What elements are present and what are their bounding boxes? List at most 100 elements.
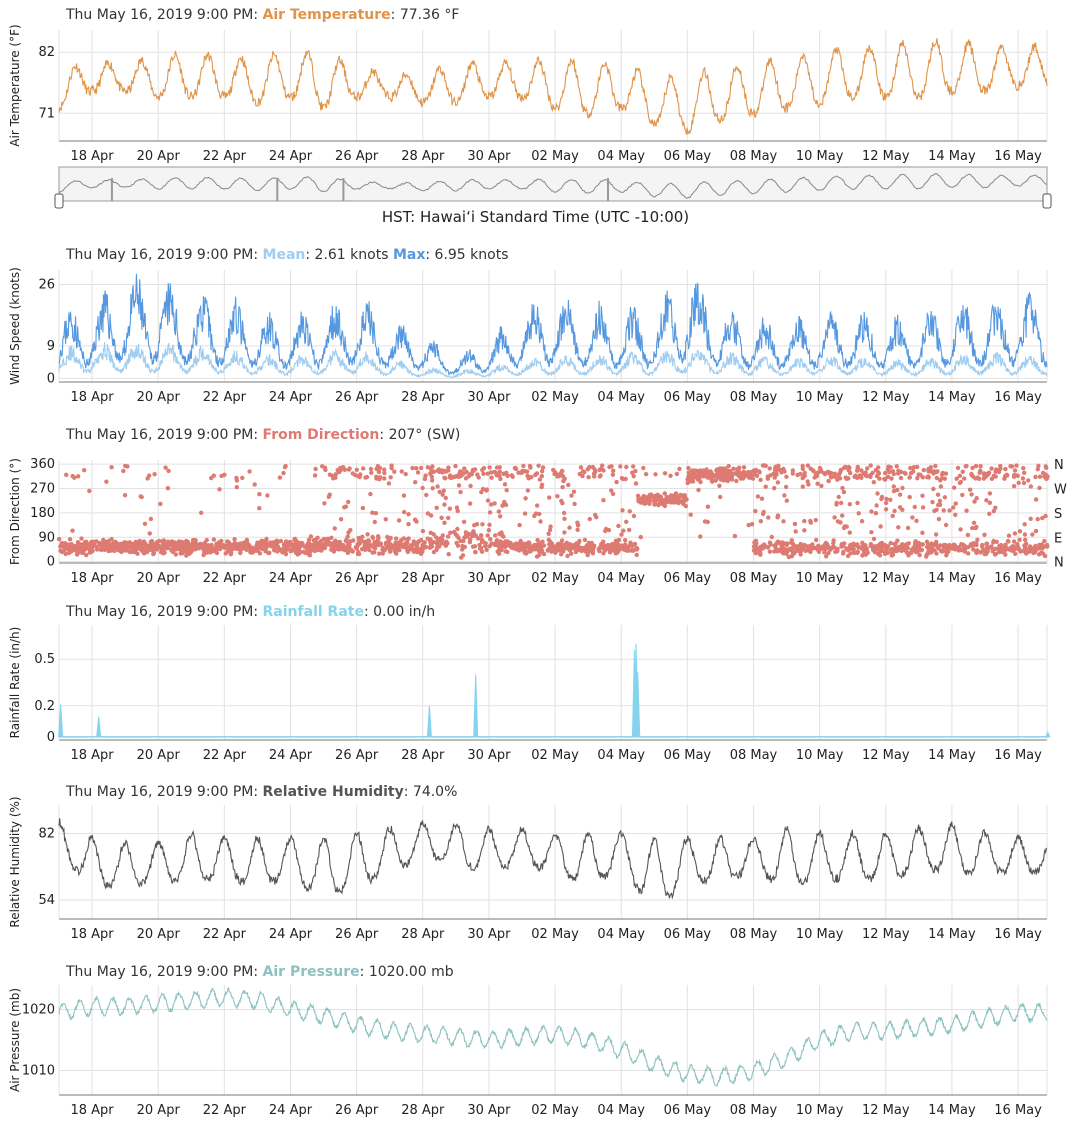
direction-point — [468, 483, 473, 489]
x-tick-label: 14 May — [928, 571, 976, 586]
rainfall-chart[interactable]: 18 Apr 20 Apr 22 Apr 24 Apr 26 Apr 28 Apr 30 A… — [0, 597, 1071, 777]
direction-point — [793, 544, 798, 549]
rainfall-spike — [473, 674, 479, 738]
y-axis-label: Air Pressure (mb) — [8, 988, 22, 1092]
direction-point — [234, 475, 239, 481]
direction-point — [344, 547, 350, 552]
direction-point — [484, 547, 489, 552]
direction-point — [548, 524, 553, 529]
direction-point — [618, 464, 623, 469]
direction-point — [957, 473, 963, 478]
direction-point — [885, 550, 890, 556]
direction-point — [611, 548, 616, 553]
x-tick-label: 08 May — [730, 1103, 778, 1118]
direction-point — [965, 532, 971, 538]
direction-point — [686, 465, 691, 471]
direction-point — [410, 465, 415, 471]
direction-point — [407, 547, 412, 552]
direction-point — [448, 530, 453, 535]
temperature-chart[interactable]: 18 Apr 20 Apr 22 Apr 24 Apr 26 Apr 28 Apr 30 A… — [0, 0, 1071, 235]
direction-point — [121, 468, 126, 474]
direction-point — [277, 475, 283, 480]
wind-speed-chart[interactable]: 18 Apr 20 Apr 22 Apr 24 Apr 26 Apr 28 Apr 30 A… — [0, 240, 1071, 415]
direction-point — [779, 549, 784, 554]
direction-point — [337, 469, 342, 475]
direction-point — [234, 485, 239, 490]
direction-readout: Thu May 16, 2019 9:00 PM: From Direction… — [66, 427, 461, 443]
direction-point — [518, 470, 523, 475]
direction-point — [158, 550, 164, 555]
direction-point — [824, 554, 829, 559]
y-tick-label: 82 — [38, 827, 55, 842]
x-tick-label: 16 May — [994, 149, 1042, 164]
direction-point — [297, 543, 302, 549]
pressure-chart[interactable]: 18 Apr 20 Apr 22 Apr 24 Apr 26 Apr 28 Apr 30 A… — [0, 957, 1071, 1133]
direction-point — [418, 551, 424, 556]
y-tick-label: 0.5 — [34, 652, 55, 667]
direction-point — [877, 543, 882, 548]
direction-point — [889, 476, 894, 481]
direction-point — [472, 467, 478, 472]
direction-point — [394, 536, 399, 541]
direction-point — [688, 476, 693, 481]
wind-direction-chart[interactable]: 18 Apr 20 Apr 22 Apr 24 Apr 26 Apr 28 Apr 30 A… — [0, 420, 1071, 600]
direction-point — [775, 480, 781, 485]
direction-point — [855, 468, 860, 473]
direction-point — [763, 544, 768, 549]
direction-point — [671, 495, 677, 500]
direction-point — [603, 528, 608, 534]
direction-point — [382, 548, 387, 553]
direction-point — [839, 541, 845, 547]
direction-point — [288, 540, 293, 545]
direction-point — [592, 467, 597, 472]
direction-point — [884, 496, 889, 502]
direction-point — [877, 553, 883, 558]
direction-point — [1018, 548, 1023, 553]
direction-point — [926, 466, 931, 472]
direction-point — [889, 553, 895, 558]
direction-point — [306, 537, 312, 543]
direction-point — [282, 464, 288, 470]
direction-point — [504, 488, 509, 493]
direction-point — [372, 519, 377, 525]
direction-point — [705, 504, 711, 509]
direction-point — [815, 481, 820, 486]
direction-point — [918, 548, 923, 553]
direction-point — [392, 469, 397, 474]
direction-point — [125, 464, 130, 469]
direction-point — [223, 551, 228, 556]
wind-max-label: Max — [392, 247, 426, 263]
direction-point — [537, 511, 542, 517]
x-tick-label: 30 Apr — [467, 149, 511, 164]
direction-point — [504, 470, 509, 475]
direction-point — [266, 550, 271, 556]
wind-readout: Thu May 16, 2019 9:00 PM: Mean: 2.61 kno… — [66, 247, 509, 263]
direction-point — [653, 472, 658, 477]
x-tick-label: 16 May — [994, 927, 1042, 942]
direction-point — [835, 549, 840, 554]
direction-point — [800, 463, 805, 469]
direction-point — [392, 544, 397, 550]
direction-point — [609, 464, 614, 469]
direction-point — [153, 544, 158, 550]
direction-point — [734, 478, 739, 484]
direction-point — [662, 471, 668, 476]
direction-point — [403, 541, 408, 546]
direction-point — [912, 504, 917, 510]
x-tick-label: 10 May — [796, 927, 844, 942]
x-tick-label: 02 May — [531, 390, 579, 405]
readout-timestamp: Thu May 16, 2019 9:00 PM — [66, 7, 254, 23]
x-tick-label: 28 Apr — [401, 1103, 445, 1118]
direction-point — [332, 526, 337, 531]
direction-point — [631, 464, 636, 469]
direction-point — [903, 471, 908, 476]
direction-point — [405, 537, 410, 542]
humidity-chart[interactable]: 18 Apr 20 Apr 22 Apr 24 Apr 26 Apr 28 Apr 30 A… — [0, 777, 1071, 957]
direction-point — [954, 476, 959, 481]
direction-point — [560, 485, 565, 490]
direction-point — [430, 486, 435, 491]
direction-point — [798, 549, 804, 554]
direction-point — [252, 482, 257, 487]
direction-point — [793, 529, 798, 534]
direction-point — [855, 500, 860, 506]
